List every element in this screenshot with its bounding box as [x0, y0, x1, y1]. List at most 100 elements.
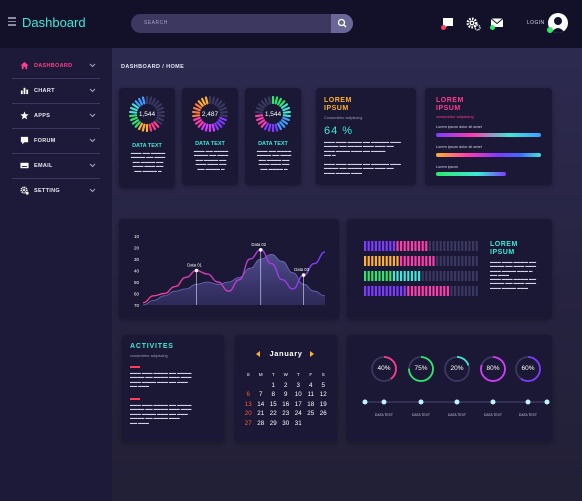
- progress-segment: [464, 256, 467, 266]
- percent-value: 64 %: [324, 125, 354, 137]
- progress-segment: [410, 286, 413, 296]
- login-link[interactable]: LOGIN: [527, 20, 545, 26]
- data-point[interactable]: [194, 268, 199, 273]
- mail-button[interactable]: [489, 16, 505, 37]
- ring-segment: [256, 116, 264, 122]
- calendar-day[interactable]: 26: [319, 410, 327, 417]
- progress-segment: [446, 271, 449, 281]
- calendar-day[interactable]: 14: [257, 400, 265, 408]
- sidebar-item-dashboard[interactable]: DASHBOARD: [12, 54, 100, 79]
- ring-segment: [255, 114, 264, 118]
- avatar[interactable]: [548, 13, 568, 33]
- calendar-day[interactable]: 13: [244, 400, 252, 408]
- calendar-day[interactable]: 27: [244, 419, 252, 427]
- progress-segment: [436, 256, 439, 266]
- calendar-day[interactable]: 18: [307, 400, 315, 408]
- ring-segment: [129, 114, 138, 118]
- settings-button[interactable]: [465, 16, 481, 37]
- calendar-day[interactable]: 21: [257, 410, 265, 417]
- calendar-day[interactable]: [242, 382, 255, 392]
- avatar-status-badge: [547, 27, 553, 33]
- search-input[interactable]: SEARCH: [131, 14, 353, 33]
- ring-segment: [131, 119, 140, 125]
- chevron-down-icon: [89, 113, 96, 118]
- calendar-day[interactable]: 11: [307, 391, 314, 398]
- weekday-label: M: [258, 372, 263, 377]
- ring-segment: [153, 100, 160, 107]
- calendar-day[interactable]: 19: [319, 400, 327, 408]
- calendar-day[interactable]: 23: [282, 410, 290, 417]
- calendar-day[interactable]: 7: [259, 391, 263, 398]
- line-series: [142, 249, 326, 304]
- calendar-day[interactable]: 5: [321, 381, 325, 389]
- calendar-day[interactable]: 16: [282, 400, 290, 408]
- calendar-day[interactable]: 25: [307, 410, 315, 417]
- calendar-day[interactable]: 1: [271, 381, 275, 389]
- progress-segment: [457, 271, 460, 281]
- ring-segment: [200, 97, 206, 106]
- progress-segment: [464, 241, 467, 251]
- data-point[interactable]: [258, 248, 263, 252]
- chevron-left-icon[interactable]: [255, 351, 261, 357]
- progress-segment: [472, 271, 475, 281]
- bar-label: Lorem ipsum dolor sit amet: [436, 145, 482, 149]
- progress-segment: [418, 271, 421, 281]
- sidebar-item-chart[interactable]: CHART: [12, 79, 100, 104]
- progress-segment: [428, 286, 431, 296]
- progress-segment: [364, 271, 367, 281]
- sidebar-item-apps[interactable]: APPS: [12, 104, 100, 129]
- segment-bars: [364, 241, 478, 296]
- calendar-day[interactable]: 9: [284, 391, 288, 398]
- ring-segment: [192, 114, 201, 118]
- calendar-day[interactable]: [305, 420, 318, 430]
- ring-segment: [204, 96, 209, 105]
- y-tick-label: 70: [134, 303, 140, 308]
- progress-segment: [428, 241, 431, 251]
- calendar-day[interactable]: 28: [257, 419, 265, 427]
- data-point[interactable]: [301, 273, 306, 277]
- calendar-day[interactable]: 12: [319, 391, 327, 398]
- calendar-day[interactable]: 15: [269, 400, 277, 408]
- sidebar-item-email[interactable]: EMAIL: [12, 154, 100, 179]
- sidebar-item-setting[interactable]: SETTING: [12, 179, 100, 204]
- calendar-day[interactable]: 6: [246, 391, 250, 398]
- search-button[interactable]: [331, 14, 353, 33]
- calendar-day[interactable]: 8: [271, 391, 275, 398]
- calendar-day[interactable]: 30: [282, 419, 290, 427]
- sidebar-item-label: FORUM: [34, 138, 56, 144]
- timeline-dot[interactable]: [490, 399, 496, 405]
- calendar-day[interactable]: [255, 382, 268, 392]
- timeline-dot[interactable]: [381, 399, 387, 405]
- progress-segment: [475, 271, 478, 281]
- timeline-dot[interactable]: [454, 399, 460, 405]
- calendar-day[interactable]: 17: [294, 400, 302, 408]
- chevron-right-icon[interactable]: [309, 351, 315, 357]
- calendar-day[interactable]: 22: [269, 410, 277, 417]
- calendar-day[interactable]: 31: [294, 419, 302, 427]
- calendar-day[interactable]: 2: [284, 381, 288, 389]
- calendar-day[interactable]: 24: [294, 410, 302, 417]
- progress-segment: [468, 241, 471, 251]
- calendar-day[interactable]: 3: [296, 381, 300, 389]
- calendar-day[interactable]: 4: [309, 381, 313, 389]
- sidebar-item-forum[interactable]: FORUM: [12, 129, 100, 154]
- percent-label: 40%: [377, 365, 391, 372]
- ring-segment: [274, 123, 279, 132]
- progress-segment: [432, 271, 435, 281]
- calendar-week: 20 21 22 23 24 25 26: [242, 410, 330, 420]
- progress-segment: [382, 241, 385, 251]
- menu-icon[interactable]: [8, 17, 16, 28]
- timeline-dot[interactable]: [525, 399, 531, 405]
- calendar-day[interactable]: [317, 420, 330, 430]
- calendar-day[interactable]: 29: [269, 419, 277, 427]
- ring-segment: [267, 96, 272, 105]
- timeline-label: DATA TEXT: [375, 413, 393, 417]
- message-button[interactable]: [440, 16, 456, 37]
- calendar-day[interactable]: 10: [294, 391, 302, 398]
- progress-segment: [374, 256, 377, 266]
- progress-segment: [457, 241, 460, 251]
- timeline-dot[interactable]: [418, 399, 424, 405]
- calendar-day[interactable]: 20: [244, 410, 252, 417]
- percent-ring-arc: [371, 356, 397, 382]
- ring-segment: [214, 97, 220, 106]
